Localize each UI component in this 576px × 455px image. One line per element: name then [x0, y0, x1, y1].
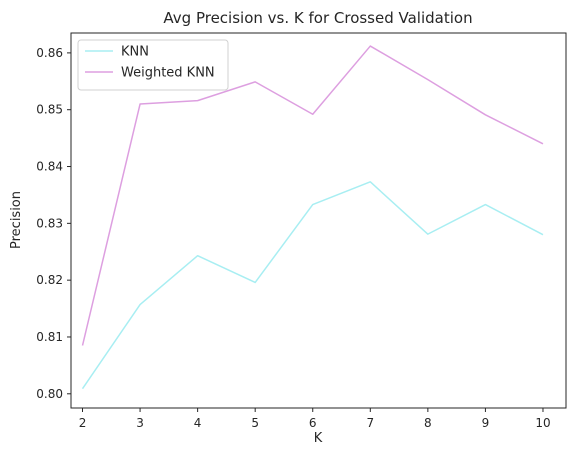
x-tick-label: 8: [424, 416, 432, 430]
series-line-knn: [81, 181, 544, 390]
y-axis-label: Precision: [9, 191, 24, 249]
y-tick-label: 0.85: [36, 103, 63, 117]
series-line-weighted-knn: [81, 45, 544, 346]
x-tick-label: 3: [136, 416, 144, 430]
y-tick-label: 0.84: [36, 160, 63, 174]
x-tick-label: 9: [482, 416, 490, 430]
legend-label-knn: KNN: [121, 45, 149, 60]
axis-ticks: 2 3 4 5 6 7 8 9 10 0.80 0.81 0.82 0.83 0.84 0.85 0.86: [36, 46, 550, 430]
x-tick-label: 5: [251, 416, 259, 430]
y-tick-label: 0.81: [36, 330, 63, 344]
y-tick-label: 0.82: [36, 273, 63, 287]
x-tick-label: 7: [366, 416, 374, 430]
x-tick-label: 6: [309, 416, 317, 430]
y-tick-label: 0.86: [36, 46, 63, 60]
legend-label-weighted-knn: Weighted KNN: [121, 66, 215, 81]
legend-box: [77, 39, 229, 91]
plot-area-frame: [70, 32, 567, 409]
x-tick-label: 2: [79, 416, 87, 430]
x-tick-label: 4: [194, 416, 202, 430]
x-axis-label: K: [314, 431, 323, 446]
x-tick-label: 10: [535, 416, 550, 430]
y-tick-label: 0.80: [36, 387, 63, 401]
legend: KNN Weighted KNN: [77, 39, 229, 91]
y-tick-label: 0.83: [36, 216, 63, 230]
series-lines: [81, 45, 544, 390]
chart-title: Avg Precision vs. K for Crossed Validati…: [163, 9, 472, 27]
